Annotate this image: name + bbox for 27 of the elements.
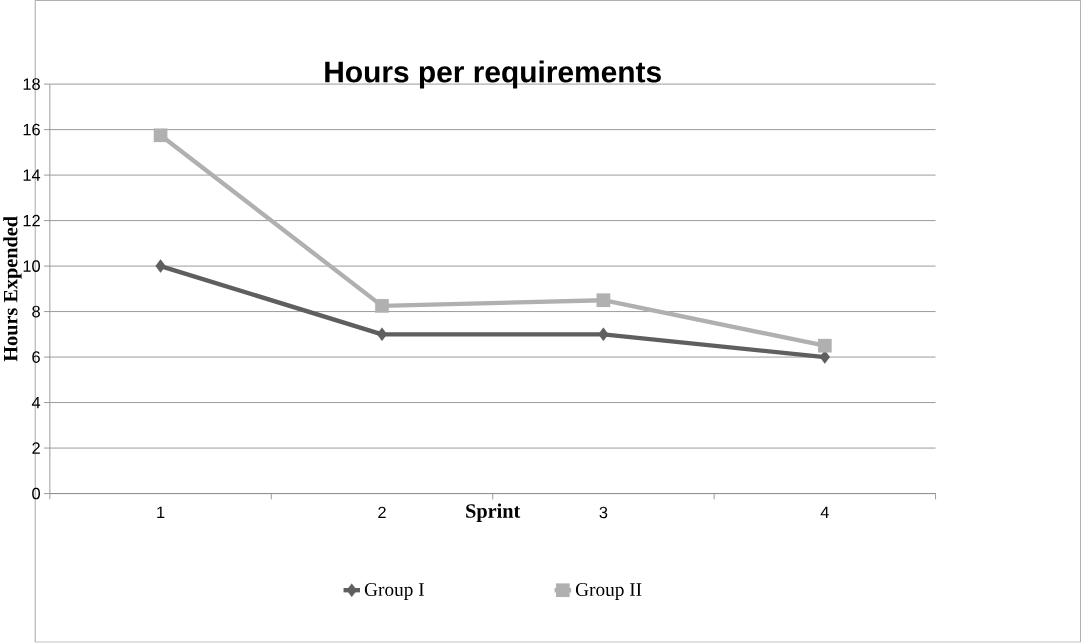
point (153, 128, 168, 143)
point (598, 327, 609, 342)
x-axis-title: Sprint (466, 503, 521, 523)
x-tick-label: 2 (378, 506, 386, 519)
point (818, 339, 832, 353)
y-tick-label: 10 (23, 260, 40, 273)
legend-label: Group II (575, 583, 642, 601)
y-tick-label: 6 (32, 351, 40, 364)
y-tick-label: 8 (32, 306, 40, 318)
x-tick-label: 4 (820, 506, 829, 519)
point (155, 259, 166, 274)
x-tick-label: 1 (157, 506, 165, 519)
y-tick-label: 16 (23, 124, 40, 136)
y-tick-label: 12 (23, 215, 40, 227)
y-tick-label: 14 (23, 169, 41, 181)
legend-label: Group I (364, 583, 424, 601)
y-tick-label: 2 (32, 442, 40, 455)
point (375, 299, 389, 313)
y-axis-title: Hours Expended (3, 216, 22, 362)
y-tick-label: 0 (32, 487, 40, 500)
y-tick-label: 4 (31, 397, 41, 409)
point (819, 350, 830, 365)
y-tick-label: 18 (23, 78, 40, 91)
chart-title: Hours per requirements (325, 60, 661, 89)
point (376, 327, 388, 342)
x-tick-label: 3 (599, 506, 608, 519)
point (596, 293, 611, 308)
